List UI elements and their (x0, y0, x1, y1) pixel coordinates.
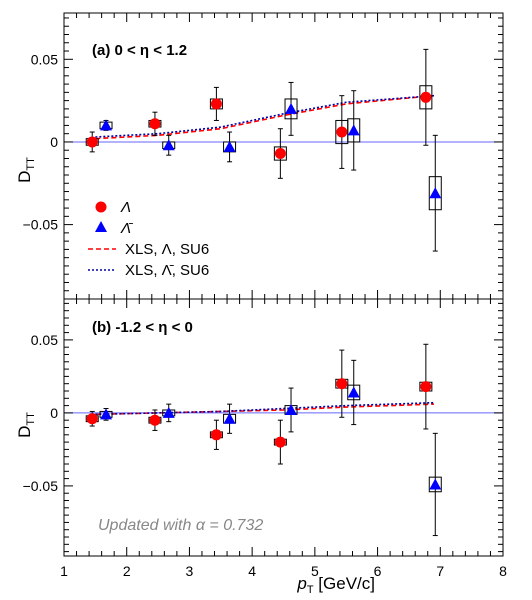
alpha-annotation: Updated with α = 0.732 (98, 517, 263, 534)
x-axis-title-sub: T (307, 584, 314, 596)
lambda-point (210, 429, 222, 441)
panel-a: 0.05 0 −0.05 (23, 12, 504, 300)
lambda-point (336, 378, 348, 390)
y-tick-label: 0 (50, 405, 58, 421)
antilambda-point (223, 140, 236, 152)
systematic-box (419, 85, 433, 110)
systematic-box (273, 146, 287, 161)
legend: Λ Λ̄ XLS, Λ, SU6 XLS, Λ̄, SU6 (88, 199, 209, 279)
x-tick-label: 2 (123, 563, 131, 579)
x-tick-label: 8 (499, 563, 507, 579)
legend-antilambda-marker (95, 221, 107, 232)
lambda-point (274, 148, 286, 160)
x-tick-label: 5 (311, 563, 319, 579)
y-axis-title-a-main: D (15, 171, 34, 183)
antilambda-point (285, 403, 298, 415)
antilambda-point (347, 386, 360, 398)
y-axis-title-a: DTT (15, 157, 37, 183)
panel-b-label: (b) -1.2 < η < 0 (92, 319, 193, 336)
antilambda-point (100, 408, 113, 420)
systematic-box (347, 118, 361, 143)
x-tick-label: 1 (60, 563, 68, 579)
antilambda-point (162, 139, 175, 151)
xls-antilambda-curve (95, 401, 435, 416)
x-tick-label: 4 (248, 563, 256, 579)
x-axis-title-unit: [GeV/c] (314, 574, 375, 593)
systematic-box (428, 476, 442, 493)
x-axis-title-main: p (296, 574, 306, 593)
x-tick-label: 3 (186, 563, 194, 579)
lambda-point (420, 381, 432, 393)
x-axis-title: pT [GeV/c] (296, 574, 375, 596)
legend-xls-antilambda-label: XLS, Λ̄, SU6 (125, 262, 209, 279)
antilambda-point (429, 478, 442, 490)
svg-text:DTT: DTT (15, 157, 37, 183)
y-axis-title-b-sub: TT (25, 412, 37, 426)
antilambda-point (162, 406, 175, 418)
lambda-point (149, 414, 161, 426)
lambda-point (336, 126, 348, 138)
panel-b: 0.05 0 −0.05 1 2 3 4 5 6 7 8 (23, 298, 507, 579)
lambda-point (86, 413, 98, 425)
xls-antilambda-curve (95, 94, 435, 138)
y-tick-label: −0.05 (23, 217, 59, 233)
lambda-point (86, 136, 98, 148)
antilambda-point (347, 124, 360, 136)
lambda-point (149, 118, 161, 130)
legend-lambda-marker (95, 201, 107, 213)
antilambda-point (429, 187, 442, 199)
antilambda-point (285, 102, 298, 114)
y-tick-label: 0.05 (31, 332, 58, 348)
y-axis-title-b-main: D (15, 426, 34, 438)
y-axis-title-b: DTT (15, 412, 37, 438)
y-tick-label: 0.05 (31, 51, 58, 67)
x-tick-label: 7 (436, 563, 444, 579)
y-tick-label: 0 (50, 134, 58, 150)
lambda-point (274, 436, 286, 448)
antilambda-point (223, 412, 236, 424)
legend-antilambda-label: Λ̄ (120, 220, 134, 237)
legend-lambda-label: Λ (120, 199, 131, 216)
x-tick-label: 6 (374, 563, 382, 579)
systematic-box (284, 98, 298, 120)
systematic-box (347, 384, 361, 401)
antilambda-point (100, 119, 113, 131)
y-tick-label: −0.05 (23, 478, 59, 494)
legend-xls-lambda-label: XLS, Λ, SU6 (125, 241, 209, 258)
xls-lambda-curve (95, 94, 435, 140)
systematic-box (428, 176, 442, 211)
svg-text:DTT: DTT (15, 412, 37, 438)
lambda-point (420, 91, 432, 103)
y-axis-title-a-sub: TT (25, 157, 37, 171)
lambda-point (210, 98, 222, 110)
panel-a-label: (a) 0 < η < 1.2 (92, 42, 187, 59)
